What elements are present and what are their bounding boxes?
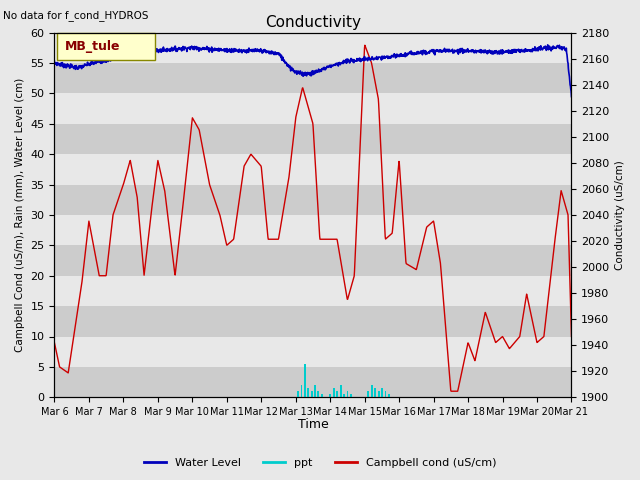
Bar (321, 394, 322, 397)
Bar (311, 391, 312, 397)
Bar (389, 394, 390, 397)
Bar (330, 394, 331, 397)
Bar (54, 276, 572, 306)
Bar (375, 388, 376, 397)
Bar (381, 388, 382, 397)
Bar (321, 394, 323, 397)
Bar (298, 391, 299, 397)
Bar (54, 33, 572, 63)
Bar (381, 388, 383, 397)
Bar (385, 391, 386, 397)
Bar (54, 93, 572, 124)
Bar (368, 391, 369, 397)
Bar (347, 391, 348, 397)
Bar (307, 388, 308, 397)
Bar (317, 391, 319, 397)
Bar (340, 385, 341, 397)
Bar (367, 391, 369, 397)
Bar (297, 391, 298, 397)
Bar (304, 364, 305, 397)
Bar (378, 391, 379, 397)
Bar (314, 385, 315, 397)
Bar (344, 394, 345, 397)
Bar (337, 391, 338, 397)
Bar (54, 154, 572, 184)
Bar (347, 391, 348, 397)
Bar (350, 394, 351, 397)
Bar (385, 391, 387, 397)
Bar (351, 394, 352, 397)
Bar (330, 394, 332, 397)
Bar (344, 394, 345, 397)
Bar (385, 391, 386, 397)
Legend: Water Level, ppt, Campbell cond (uS/cm): Water Level, ppt, Campbell cond (uS/cm) (140, 453, 500, 472)
Bar (321, 394, 323, 397)
Bar (54, 306, 572, 336)
Bar (301, 385, 302, 397)
Bar (368, 391, 369, 397)
Bar (311, 391, 312, 397)
Bar (378, 391, 379, 397)
Bar (333, 388, 334, 397)
Bar (333, 388, 335, 397)
Bar (371, 385, 372, 397)
Bar (333, 388, 334, 397)
Bar (304, 364, 305, 397)
Bar (318, 391, 319, 397)
Bar (54, 215, 572, 245)
Text: No data for f_cond_HYDROS: No data for f_cond_HYDROS (3, 11, 148, 22)
Bar (54, 124, 572, 154)
Bar (388, 394, 390, 397)
Bar (382, 388, 383, 397)
Bar (54, 245, 572, 276)
Title: Conductivity: Conductivity (265, 15, 361, 30)
Bar (374, 388, 376, 397)
Bar (54, 184, 572, 215)
Bar (301, 385, 302, 397)
Bar (371, 385, 372, 397)
Bar (343, 394, 344, 397)
Bar (308, 388, 309, 397)
FancyBboxPatch shape (57, 33, 156, 60)
Y-axis label: Conductivity (uS/cm): Conductivity (uS/cm) (615, 160, 625, 270)
Text: MB_tule: MB_tule (65, 39, 120, 52)
Bar (54, 336, 572, 367)
Bar (315, 385, 316, 397)
Bar (54, 63, 572, 93)
Bar (54, 367, 572, 397)
Y-axis label: Campbell Cond (uS/m), Rain (mm), Water Level (cm): Campbell Cond (uS/m), Rain (mm), Water L… (15, 78, 25, 352)
Bar (314, 385, 316, 397)
Bar (340, 385, 341, 397)
Bar (374, 388, 376, 397)
Bar (305, 364, 306, 397)
Bar (378, 391, 380, 397)
Bar (318, 391, 319, 397)
X-axis label: Time: Time (298, 419, 328, 432)
Bar (388, 394, 389, 397)
Bar (337, 391, 338, 397)
Bar (340, 385, 342, 397)
